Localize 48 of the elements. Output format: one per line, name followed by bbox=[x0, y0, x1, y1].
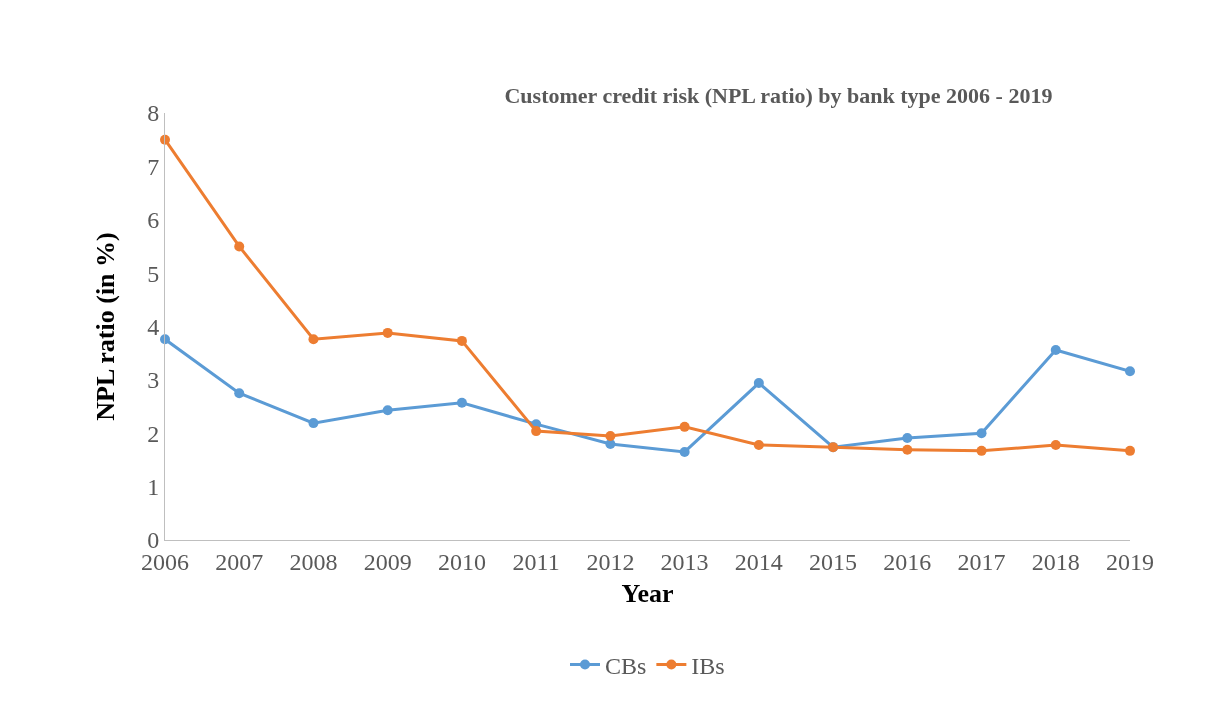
x-tick-label: 2019 bbox=[1106, 548, 1154, 575]
legend-label: IBs bbox=[691, 652, 725, 679]
x-tick-label: 2007 bbox=[215, 548, 264, 575]
x-tick-label: 2016 bbox=[883, 548, 932, 575]
y-tick-label: 6 bbox=[147, 207, 160, 234]
point bbox=[679, 446, 690, 457]
x-tick-label: 2011 bbox=[512, 548, 560, 575]
point bbox=[902, 433, 913, 444]
point bbox=[234, 388, 245, 399]
point bbox=[234, 241, 245, 252]
point bbox=[605, 430, 616, 441]
legend-label: CBs bbox=[605, 652, 647, 679]
y-tick-label: 8 bbox=[147, 100, 160, 127]
x-tick-label: 2014 bbox=[734, 548, 783, 575]
y-axis-title: NPL ratio (in %) bbox=[90, 232, 120, 421]
point bbox=[456, 397, 467, 408]
y-tick-label: 4 bbox=[147, 313, 160, 340]
y-tick-label: 2 bbox=[147, 420, 160, 447]
point bbox=[382, 327, 393, 338]
y-tick-label: 3 bbox=[147, 367, 160, 394]
x-tick-label: 2010 bbox=[437, 548, 486, 575]
point bbox=[679, 421, 690, 432]
y-tick-label: 1 bbox=[147, 474, 160, 501]
point bbox=[1125, 445, 1135, 456]
y-tick-label: 5 bbox=[147, 260, 160, 287]
point bbox=[753, 378, 764, 389]
x-tick-label: 2009 bbox=[363, 548, 412, 575]
chart-title: Customer credit risk (NPL ratio) by bank type 2006 - 2019 bbox=[504, 83, 1053, 109]
point bbox=[1050, 439, 1061, 450]
x-tick-label: 2017 bbox=[957, 548, 1006, 575]
point bbox=[308, 418, 319, 429]
point bbox=[1050, 344, 1061, 355]
point bbox=[1125, 366, 1135, 377]
point bbox=[531, 426, 542, 437]
x-tick-label: 2015 bbox=[809, 548, 858, 575]
x-tick-label: 2008 bbox=[289, 548, 338, 575]
x-axis-title: Year bbox=[621, 579, 674, 609]
point bbox=[976, 445, 987, 456]
x-tick-label: 2018 bbox=[1031, 548, 1080, 575]
x-tick-label: 2013 bbox=[660, 548, 709, 575]
point bbox=[753, 439, 764, 450]
y-tick-label: 7 bbox=[147, 153, 160, 180]
point bbox=[976, 428, 987, 439]
point bbox=[902, 444, 913, 455]
point bbox=[456, 335, 467, 346]
point bbox=[382, 405, 393, 416]
x-tick-label: 2012 bbox=[586, 548, 635, 575]
point bbox=[308, 334, 319, 345]
